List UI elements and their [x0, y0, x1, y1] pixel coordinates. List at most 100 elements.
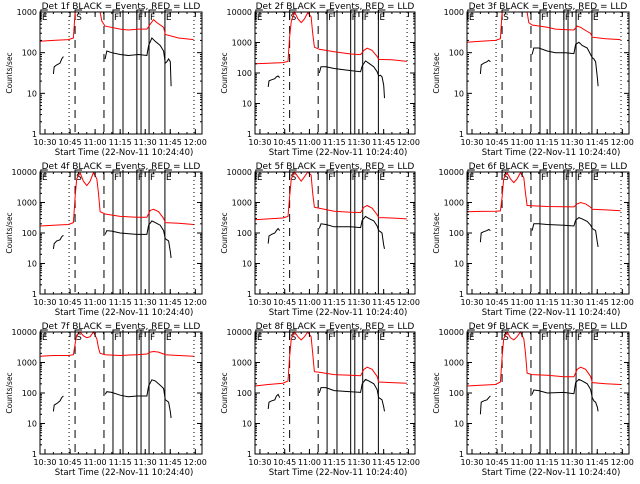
- x-tick-label: 12:00: [611, 138, 634, 147]
- y-tick-label: 10: [242, 260, 252, 269]
- x-tick-label: 11:00: [84, 298, 107, 307]
- y-tick-label: 10: [454, 260, 464, 269]
- x-tick-label: 12:00: [397, 458, 420, 467]
- x-tick-label: 11:15: [109, 298, 132, 307]
- y-tick-label: 1000: [232, 199, 252, 208]
- flag-label: F: [138, 333, 143, 343]
- x-tick-label: 11:00: [511, 138, 534, 147]
- x-tick-label: 12:00: [397, 138, 420, 147]
- y-tick-label: 1000: [17, 199, 37, 208]
- x-tick-label: 10:45: [486, 298, 509, 307]
- x-tick-label: 12:00: [184, 458, 207, 467]
- series-events: [53, 221, 171, 258]
- x-tick-label: 11:15: [323, 298, 346, 307]
- x-tick-label: 10:30: [33, 138, 56, 147]
- y-tick-label: 1000: [232, 39, 252, 48]
- x-tick-label: 10:45: [486, 138, 509, 147]
- x-tick-label: 11:30: [561, 458, 584, 467]
- y-tick-label: 10000: [227, 8, 252, 17]
- x-axis-label: Start Time (22-Nov-11 10:24:40): [55, 148, 194, 158]
- flag-label: E: [166, 333, 172, 343]
- y-tick-label: 1000: [444, 8, 464, 17]
- y-tick-label: 100: [237, 389, 252, 398]
- flag-label: F: [541, 13, 546, 23]
- y-axis-label: Counts/sec: [432, 212, 441, 253]
- panel-title: Det 3f BLACK = Events, RED = LLD: [469, 2, 628, 12]
- x-tick-label: 11:45: [372, 458, 395, 467]
- y-axis-label: Counts/sec: [5, 372, 14, 413]
- y-axis-label: Counts/sec: [432, 52, 441, 93]
- x-tick-label: 11:45: [159, 138, 182, 147]
- panel-title: Det 5f BLACK = Events, RED = LLD: [256, 162, 415, 172]
- x-axis-label: Start Time (22-Nov-11 10:24:40): [269, 468, 408, 478]
- x-tick-label: 10:45: [273, 458, 296, 467]
- x-tick-label: 12:00: [184, 298, 207, 307]
- flag-label: S: [503, 13, 509, 23]
- flag-label: E: [379, 333, 385, 343]
- flag-label: F: [577, 173, 582, 183]
- x-axis-label: Start Time (22-Nov-11 10:24:40): [482, 148, 621, 158]
- x-tick-label: 10:45: [486, 458, 509, 467]
- x-tick-label: 11:00: [511, 458, 534, 467]
- x-tick-label: 11:45: [159, 458, 182, 467]
- flag-label: E: [593, 173, 599, 183]
- series-events: [53, 380, 171, 418]
- x-tick-label: 10:45: [273, 138, 296, 147]
- y-tick-label: 10000: [12, 328, 37, 337]
- flag-label: F: [114, 13, 119, 23]
- flag-label: E: [379, 13, 385, 23]
- x-tick-label: 11:45: [372, 138, 395, 147]
- x-tick-label: 11:00: [511, 298, 534, 307]
- plot-frame: [40, 332, 202, 454]
- x-tick-label: 11:45: [586, 458, 609, 467]
- y-axis-label: Counts/sec: [5, 212, 14, 253]
- plot-frame: [255, 332, 415, 454]
- y-tick-label: 1000: [17, 359, 37, 368]
- y-tick-label: 100: [237, 229, 252, 238]
- y-tick-label: 10000: [12, 168, 37, 177]
- flag-label: F: [114, 333, 119, 343]
- x-axis-label: Start Time (22-Nov-11 10:24:40): [55, 468, 194, 478]
- y-tick-label: 10: [242, 420, 252, 429]
- x-tick-label: 12:00: [611, 298, 634, 307]
- flag-label: F: [352, 173, 357, 183]
- plot-frame: [255, 172, 415, 294]
- x-tick-label: 11:45: [159, 298, 182, 307]
- flag-label: E: [166, 173, 172, 183]
- x-tick-label: 11:45: [586, 298, 609, 307]
- flag-label: F: [364, 13, 369, 23]
- x-tick-label: 11:15: [323, 138, 346, 147]
- x-tick-label: 11:30: [347, 298, 370, 307]
- x-tick-label: 10:30: [460, 458, 483, 467]
- x-tick-label: 11:30: [347, 458, 370, 467]
- y-tick-label: 10000: [439, 328, 464, 337]
- x-tick-label: 10:30: [248, 458, 271, 467]
- y-axis-label: Counts/sec: [220, 52, 229, 93]
- y-tick-label: 10: [27, 420, 37, 429]
- panel-title: Det 9f BLACK = Events, RED = LLD: [469, 322, 628, 332]
- flag-label: F: [150, 173, 155, 183]
- x-axis-label: Start Time (22-Nov-11 10:24:40): [269, 308, 408, 318]
- x-tick-label: 11:45: [586, 138, 609, 147]
- flag-label: E: [379, 173, 385, 183]
- flag-label: F: [541, 333, 546, 343]
- flag-label: F: [364, 333, 369, 343]
- y-axis-label: Counts/sec: [432, 372, 441, 413]
- x-tick-label: 10:45: [59, 458, 82, 467]
- x-tick-label: 10:45: [59, 138, 82, 147]
- panel-title: Det 1f BLACK = Events, RED = LLD: [42, 2, 201, 12]
- flag-label: F: [541, 173, 546, 183]
- plot-frame: [467, 12, 629, 134]
- y-tick-label: 10: [27, 260, 37, 269]
- panel-title: Det 2f BLACK = Events, RED = LLD: [256, 2, 415, 12]
- flag-label: F: [352, 333, 357, 343]
- x-axis-label: Start Time (22-Nov-11 10:24:40): [482, 468, 621, 478]
- x-tick-label: 11:15: [536, 138, 559, 147]
- y-tick-label: 10: [454, 420, 464, 429]
